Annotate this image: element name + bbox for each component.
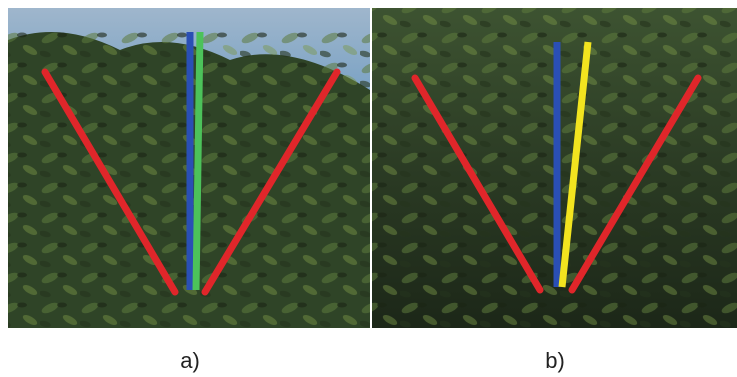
figure: a) b) [0, 0, 737, 377]
panel-a-image [8, 8, 370, 328]
panel-label: b) [545, 348, 565, 373]
figure-canvas: a) b) [0, 0, 737, 377]
panel-b-image [372, 8, 737, 328]
panel-label: a) [180, 348, 200, 373]
